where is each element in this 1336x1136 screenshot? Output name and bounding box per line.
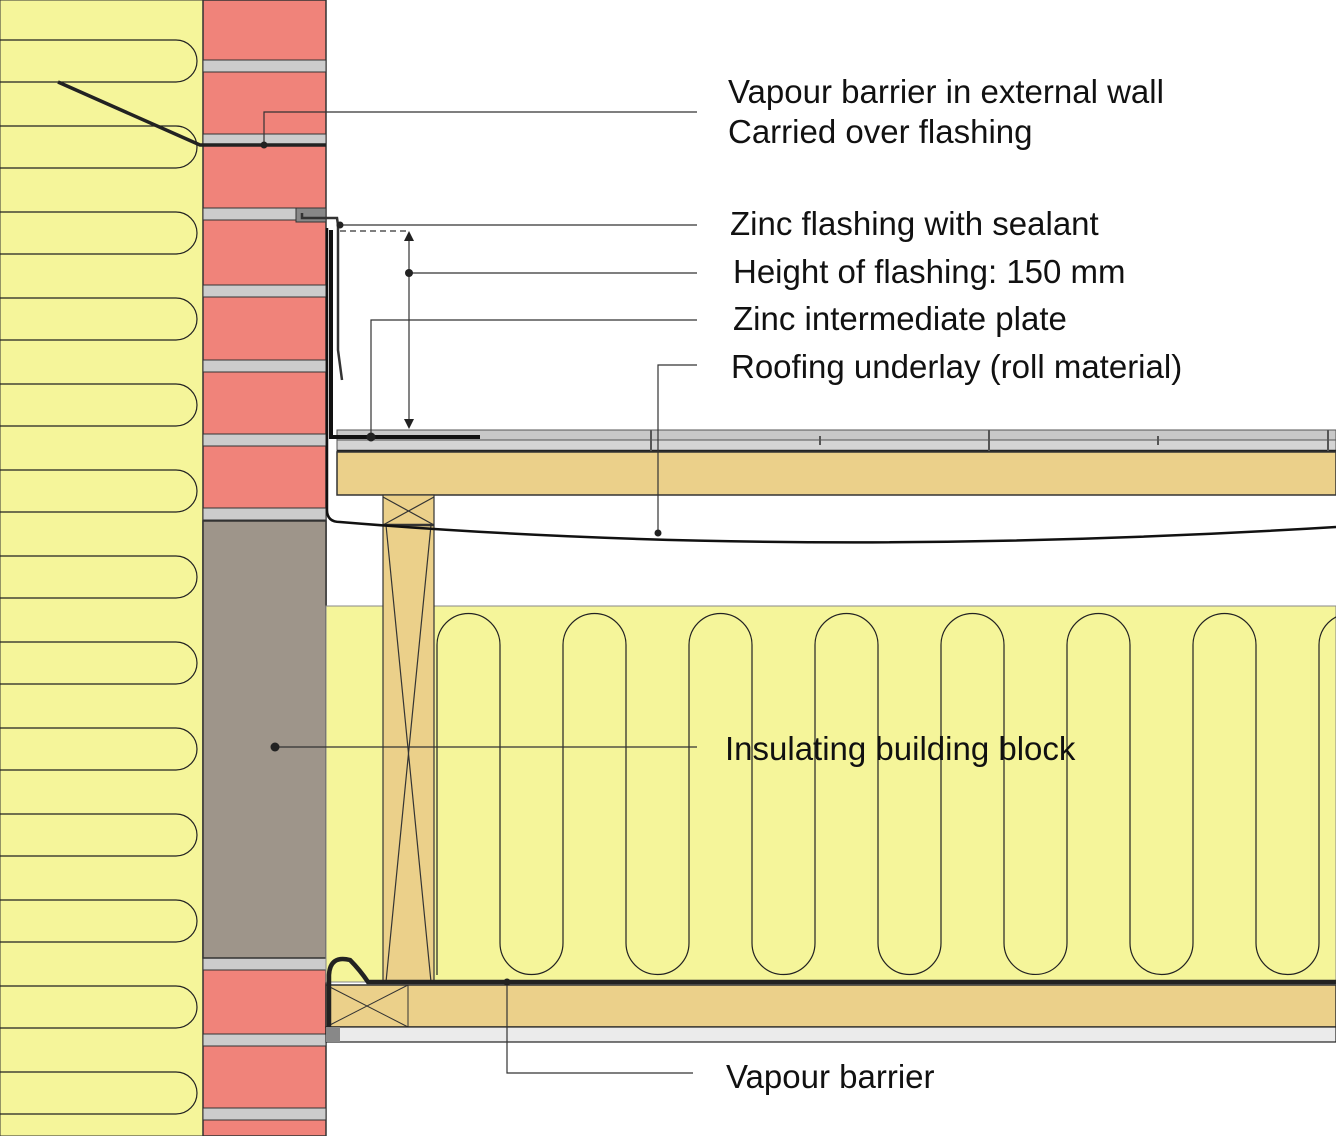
insulation-loop xyxy=(0,469,198,513)
arrow-down-icon xyxy=(404,419,414,429)
insulation-loop xyxy=(0,641,198,685)
insulation-loop xyxy=(0,297,198,341)
zinc-flashing xyxy=(295,207,480,439)
insulation-loop xyxy=(0,211,198,255)
insulation-loop xyxy=(0,1071,198,1115)
insulation-loop xyxy=(0,125,198,169)
mortar-joint xyxy=(202,59,327,73)
leader-lines xyxy=(263,111,697,1074)
mortar-joint xyxy=(202,359,327,373)
leader-dots xyxy=(260,141,662,986)
label-flashing-height: Height of flashing: 150 mm xyxy=(733,253,1126,290)
brick-wall xyxy=(202,0,327,1136)
label-roofing-underlay: Roofing underlay (roll material) xyxy=(731,348,1182,385)
insulation-loop xyxy=(0,39,198,83)
vapour-barrier-line xyxy=(326,956,1336,1027)
roof-joist xyxy=(382,494,435,983)
mortar-joint xyxy=(202,507,327,521)
arrow-up-icon xyxy=(404,231,414,241)
label-insulating-block: Insulating building block xyxy=(725,730,1076,767)
insulation-loop xyxy=(0,727,198,771)
wall-vapour-barrier xyxy=(57,80,326,147)
roof-board xyxy=(336,451,1336,496)
insulation-loop xyxy=(0,813,198,857)
roof-deck xyxy=(336,429,1336,496)
ceiling-construction xyxy=(325,956,1336,1043)
insulation-loop xyxy=(0,383,198,427)
roofing-underlay xyxy=(325,228,1336,544)
label-zinc-flashing: Zinc flashing with sealant xyxy=(730,205,1099,242)
insulation-loop xyxy=(0,899,198,943)
label-zinc-plate: Zinc intermediate plate xyxy=(733,300,1067,337)
insulation-loop xyxy=(0,985,198,1029)
insulation-loop xyxy=(0,555,198,599)
insulating-block xyxy=(202,520,327,959)
label-vapour-barrier-wall: Vapour barrier in external wall xyxy=(728,73,1164,110)
external-wall-insulation xyxy=(0,0,204,1136)
mortar-joint xyxy=(202,957,327,971)
mortar-joint xyxy=(202,433,327,447)
label-vapour-barrier: Vapour barrier xyxy=(726,1058,935,1095)
ceiling-insulation xyxy=(325,605,1336,983)
label-carried-over-flashing: Carried over flashing xyxy=(728,113,1032,150)
mortar-joint xyxy=(202,284,327,298)
mortar-joint xyxy=(202,1033,327,1047)
insulation-serpentine xyxy=(436,612,1336,976)
mortar-joint xyxy=(202,1107,327,1121)
